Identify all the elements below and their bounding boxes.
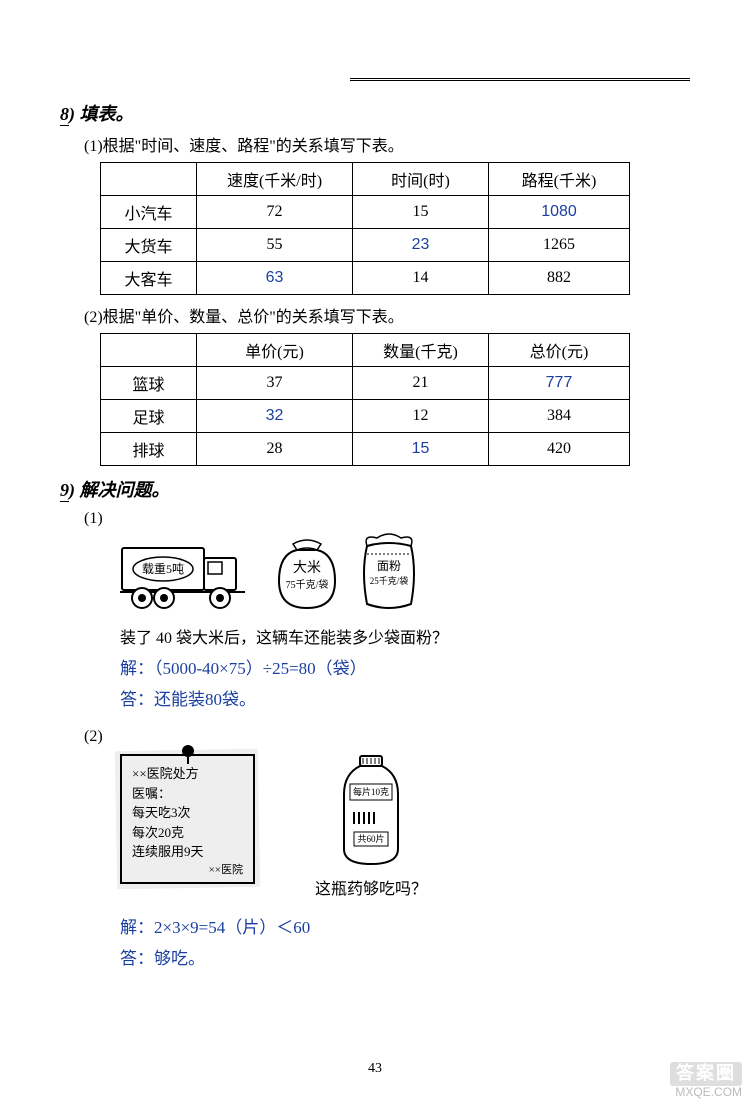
q9-p1-illustrations: 载重5吨 大米 75千克/袋 面粉 25千克/袋 (120, 532, 690, 614)
col-blank (101, 334, 197, 367)
pin-icon (180, 744, 196, 770)
cell: 1080 (489, 196, 630, 229)
row-label: 篮球 (101, 367, 197, 400)
cell: 72 (197, 196, 353, 229)
row-label: 大货车 (101, 229, 197, 262)
rx-line: 每次20克 (132, 823, 243, 843)
table-row: 足球 32 12 384 (101, 400, 630, 433)
row-label: 小汽车 (101, 196, 197, 229)
col-qty: 数量(千克) (353, 334, 489, 367)
q8-number: 8 (60, 104, 69, 126)
table-row: 排球 28 15 420 (101, 433, 630, 466)
rx-line: 每天吃3次 (132, 803, 243, 823)
table-row: 大客车 63 14 882 (101, 262, 630, 295)
cell: 420 (489, 433, 630, 466)
rx-line: 连续服用9天 (132, 842, 243, 862)
q8-sub2-text: (2)根据"单价、数量、总价"的关系填写下表。 (84, 303, 690, 327)
bottle-label1: 每片10克 (353, 786, 389, 797)
table-row: 小汽车 72 15 1080 (101, 196, 630, 229)
q9-p1-question: 装了 40 袋大米后，这辆车还能装多少袋面粉？ (120, 624, 690, 648)
col-total: 总价(元) (489, 334, 630, 367)
row-label: 大客车 (101, 262, 197, 295)
q8-table2: 单价(元) 数量(千克) 总价(元) 篮球 37 21 777 足球 32 12… (100, 333, 630, 466)
cell: 23 (353, 229, 489, 262)
truck-label: 载重5吨 (142, 562, 184, 576)
flour-sub: 25千克/袋 (370, 575, 409, 586)
prescription-card: ××医院处方 医嘱： 每天吃3次 每次20克 连续服用9天 ××医院 (120, 754, 255, 884)
q9-p1-solution1: 解：（5000-40×75）÷25=80（袋） (120, 654, 690, 679)
q9-p2-solution2: 答：够吃。 (120, 944, 690, 969)
table-row: 大货车 55 23 1265 (101, 229, 630, 262)
cell: 384 (489, 400, 630, 433)
bottle-icon: 每片10克 共60片 (336, 754, 406, 869)
q9-p2-num: (2) (84, 728, 690, 746)
q8-title: 填表。 (80, 104, 134, 124)
cell: 21 (353, 367, 489, 400)
rx-line: 医嘱： (132, 784, 243, 804)
cell: 15 (353, 196, 489, 229)
cell: 14 (353, 262, 489, 295)
cell: 63 (197, 262, 353, 295)
cell: 12 (353, 400, 489, 433)
cell: 55 (197, 229, 353, 262)
q9-number: 9 (60, 480, 69, 502)
watermark-brand: 答案圈 (670, 1062, 742, 1086)
cell: 882 (489, 262, 630, 295)
table-row: 速度(千米/时) 时间(时) 路程(千米) (101, 163, 630, 196)
q9-p2-solution1: 解：2×3×9=54（片）＜60 (120, 913, 690, 938)
col-price: 单价(元) (197, 334, 353, 367)
table-row: 单价(元) 数量(千克) 总价(元) (101, 334, 630, 367)
q8-header: 8) 填表。 (60, 100, 690, 126)
truck-icon: 载重5吨 (120, 536, 255, 614)
q8-table1: 速度(千米/时) 时间(时) 路程(千米) 小汽车 72 15 1080 大货车… (100, 162, 630, 295)
cell: 1265 (489, 229, 630, 262)
flour-title: 面粉 (377, 559, 401, 573)
rice-bag-icon: 大米 75千克/袋 (273, 536, 341, 614)
cell: 777 (489, 367, 630, 400)
q9-header: 9) 解决问题。 (60, 476, 690, 502)
col-speed: 速度(千米/时) (197, 163, 353, 196)
q8-sub1-text: (1)根据"时间、速度、路程"的关系填写下表。 (84, 132, 690, 156)
flour-bag-icon: 面粉 25千克/袋 (359, 532, 419, 614)
q9-p2-illustrations: ××医院处方 医嘱： 每天吃3次 每次20克 连续服用9天 ××医院 每片10克… (120, 754, 690, 899)
watermark-url: MXQE.COM (670, 1086, 742, 1099)
rx-signature: ××医院 (132, 862, 243, 879)
col-time: 时间(时) (353, 163, 489, 196)
row-label: 排球 (101, 433, 197, 466)
cell: 15 (353, 433, 489, 466)
cell: 28 (197, 433, 353, 466)
q9-p1-solution2: 答：还能装80袋。 (120, 685, 690, 710)
col-distance: 路程(千米) (489, 163, 630, 196)
q9-p1-num: (1) (84, 510, 690, 528)
bottle-label2: 共60片 (357, 833, 384, 844)
header-rule (350, 78, 690, 81)
row-label: 足球 (101, 400, 197, 433)
page-number: 43 (0, 1061, 750, 1077)
q9-p2-question: 这瓶药够吃吗？ (315, 875, 427, 899)
col-blank (101, 163, 197, 196)
rice-title: 大米 (293, 560, 321, 576)
q9-title: 解决问题。 (80, 480, 170, 500)
table-row: 篮球 37 21 777 (101, 367, 630, 400)
rice-sub: 75千克/袋 (286, 578, 329, 591)
cell: 37 (197, 367, 353, 400)
watermark: 答案圈 MXQE.COM (670, 1062, 742, 1099)
cell: 32 (197, 400, 353, 433)
